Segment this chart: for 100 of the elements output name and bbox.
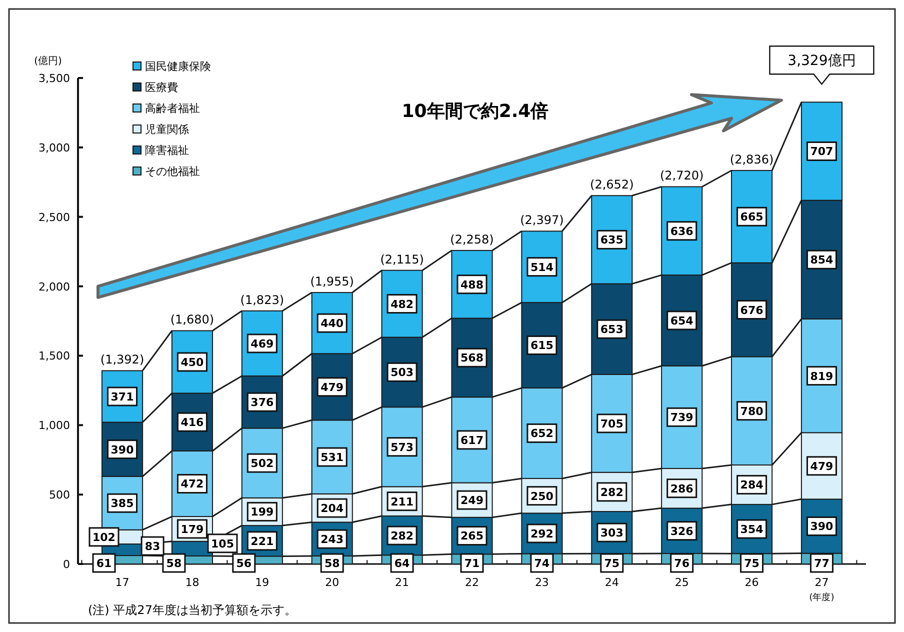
y-tick-label: 3,000 <box>38 141 70 154</box>
x-tick-label: 20 <box>325 576 340 589</box>
legend-label: 児童関係 <box>145 123 189 136</box>
data-label: 654 <box>670 314 694 328</box>
data-label: 652 <box>530 427 554 440</box>
data-label: 705 <box>600 417 624 430</box>
data-label: 105 <box>211 537 234 550</box>
data-label: 665 <box>740 210 764 224</box>
x-axis-title: (年度) <box>809 592 834 603</box>
data-label: 514 <box>530 260 554 274</box>
data-label: 249 <box>460 494 484 508</box>
x-tick-label: 18 <box>185 576 200 589</box>
legend-label: 高齢者福祉 <box>145 102 200 115</box>
data-label: 376 <box>250 396 274 410</box>
data-label: 75 <box>604 557 620 570</box>
data-label: 568 <box>460 352 484 365</box>
x-tick-label: 17 <box>115 576 130 589</box>
y-tick-label: 2,500 <box>38 210 70 224</box>
total-label: (2,720) <box>660 168 704 183</box>
x-tick-label: 23 <box>534 576 549 589</box>
data-label: 707 <box>810 145 834 158</box>
data-label: 819 <box>810 370 834 383</box>
total-label: (2,836) <box>730 152 774 166</box>
y-tick-label: 500 <box>49 488 70 502</box>
data-label: 58 <box>166 557 182 570</box>
data-label: 284 <box>740 478 764 492</box>
data-label: 265 <box>460 530 484 543</box>
data-label: 503 <box>390 366 414 380</box>
legend-label: 国民健康保険 <box>145 60 211 73</box>
total-label: (2,652) <box>590 178 634 192</box>
annotation: 10年間で約2.4倍 <box>402 100 549 122</box>
data-label: 71 <box>464 557 480 570</box>
y-tick-label: 3,500 <box>38 72 70 85</box>
data-label: 573 <box>390 440 414 454</box>
data-label: 482 <box>390 298 414 311</box>
data-label: 211 <box>390 495 414 508</box>
data-label: 56 <box>236 557 252 570</box>
x-tick-label: 25 <box>674 576 689 589</box>
data-label: 617 <box>460 434 484 447</box>
data-label: 488 <box>460 278 484 292</box>
data-label: 102 <box>92 530 116 544</box>
total-label: (1,823) <box>240 292 284 307</box>
data-label: 326 <box>670 524 694 538</box>
total-label: (1,680) <box>170 312 214 327</box>
data-label: 450 <box>180 356 204 369</box>
data-label: 780 <box>740 404 764 418</box>
data-label: 440 <box>320 317 344 330</box>
data-label: 479 <box>320 380 344 394</box>
total-label: 3,329億円 <box>788 53 856 70</box>
data-label: 854 <box>810 254 834 267</box>
data-label: 390 <box>110 443 134 456</box>
text: (注) 平成27年度は当初予算額を示す。 <box>88 603 296 617</box>
legend-label: 障害福祉 <box>145 144 189 157</box>
total-label: (2,397) <box>520 213 564 228</box>
x-tick-label: 21 <box>395 576 410 589</box>
data-label: 74 <box>534 557 550 570</box>
y-tick-label: 1,500 <box>38 350 70 363</box>
x-tick-label: 26 <box>744 576 759 589</box>
data-label: 636 <box>670 224 694 238</box>
data-label: 635 <box>600 234 624 247</box>
data-label: 739 <box>670 411 694 424</box>
data-label: 75 <box>744 557 760 570</box>
legend-label: 医療費 <box>145 81 178 94</box>
data-label: 615 <box>530 339 554 352</box>
data-label: 282 <box>600 486 624 499</box>
total-label: (1,955) <box>310 274 354 289</box>
y-tick-label: 1,000 <box>38 419 70 432</box>
data-label: 179 <box>180 522 204 536</box>
data-label: 469 <box>250 337 274 350</box>
data-label: 371 <box>110 390 134 404</box>
data-label: 243 <box>320 533 344 546</box>
total-label: (1,392) <box>100 352 144 367</box>
data-label: 653 <box>600 323 624 336</box>
data-label: 472 <box>180 478 204 491</box>
data-label: 390 <box>810 520 834 534</box>
total-label: (2,258) <box>450 232 494 246</box>
y-tick-label: 0 <box>63 558 70 571</box>
total-label: (2,115) <box>380 252 424 266</box>
data-label: 250 <box>530 490 554 503</box>
y-tick-label: 2,000 <box>38 280 70 294</box>
y-axis-title: (億円) <box>34 55 62 67</box>
data-label: 303 <box>600 526 624 540</box>
data-label: 416 <box>180 416 204 430</box>
data-label: 58 <box>324 557 340 570</box>
data-label: 76 <box>674 557 690 570</box>
x-tick-label: 22 <box>465 576 479 589</box>
data-label: 64 <box>394 557 410 570</box>
data-label: 479 <box>810 460 834 473</box>
data-label: 502 <box>250 457 274 470</box>
data-label: 354 <box>740 523 764 536</box>
x-tick-label: 24 <box>604 576 619 589</box>
data-label: 282 <box>390 530 414 543</box>
data-label: 676 <box>740 304 764 317</box>
legend-label: その他福祉 <box>145 165 200 178</box>
data-label: 199 <box>250 506 274 519</box>
data-label: 531 <box>320 451 344 464</box>
data-label: 221 <box>250 534 274 548</box>
data-label: 385 <box>110 497 134 510</box>
data-label: 83 <box>144 540 160 554</box>
x-tick-label: 27 <box>814 576 829 589</box>
